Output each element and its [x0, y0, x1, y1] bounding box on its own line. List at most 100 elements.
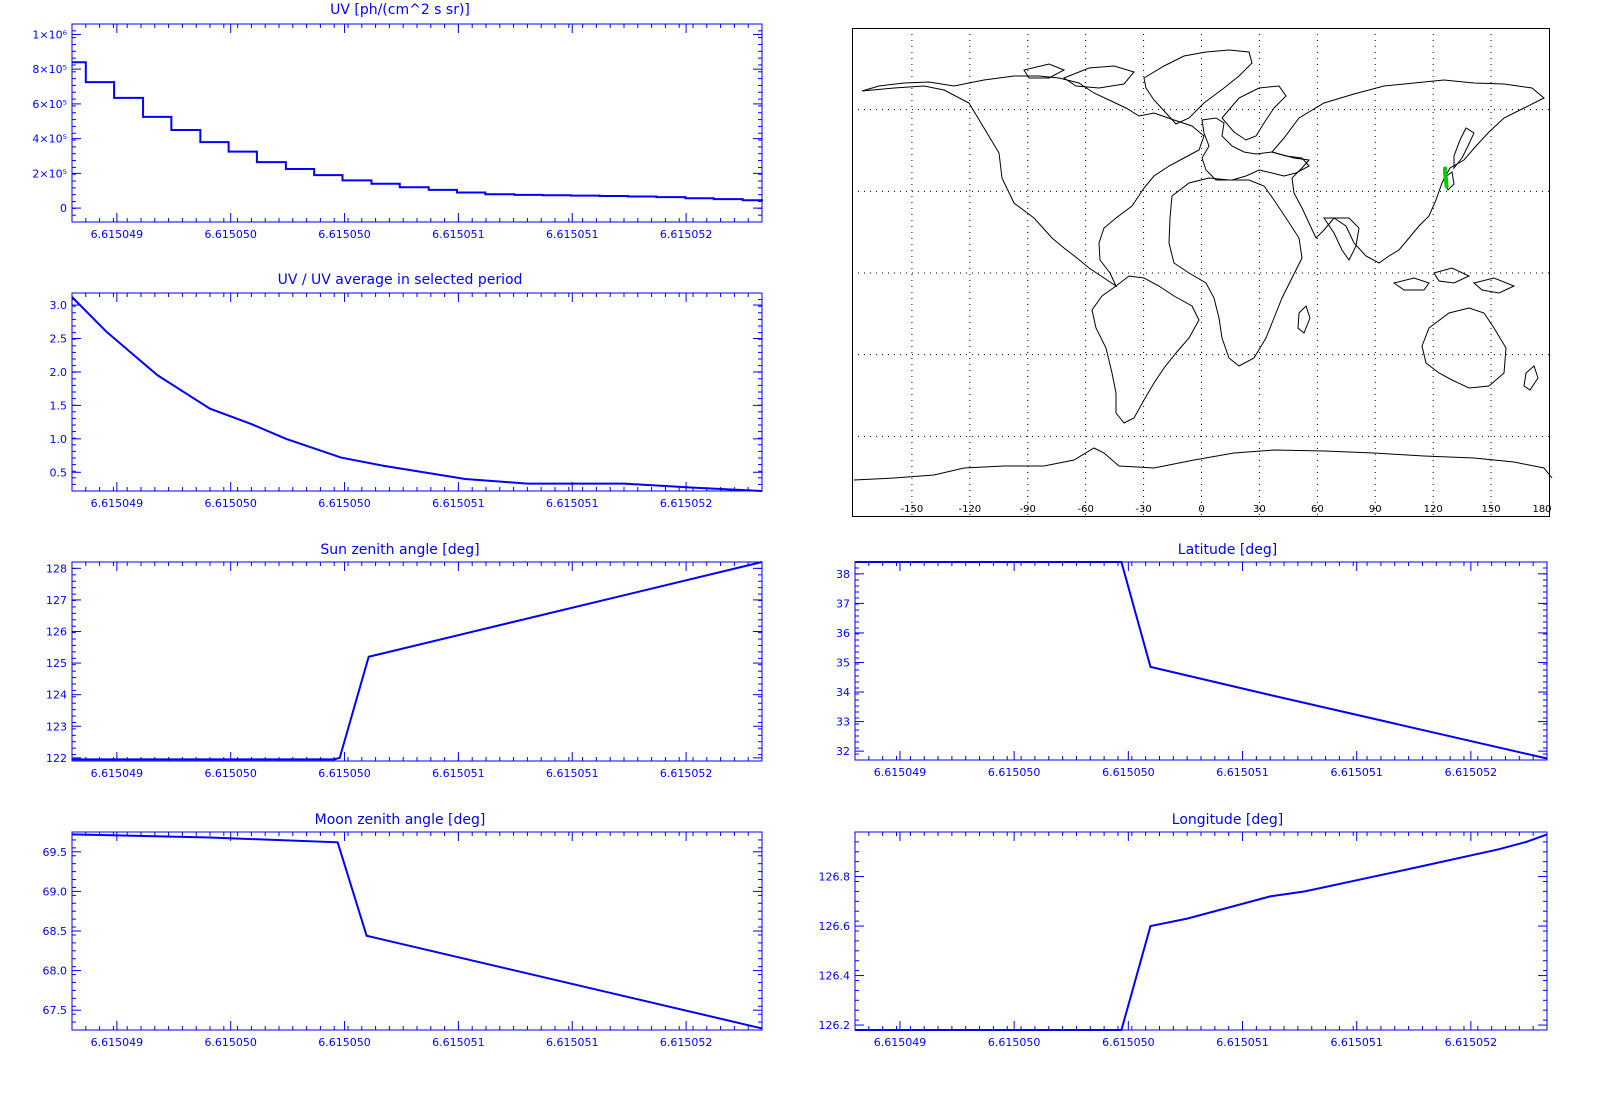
y-tick-label: 1×10⁶	[32, 28, 67, 41]
y-tick-label: 6×10⁵	[32, 98, 67, 111]
sun-zenith-chart-title: Sun zenith angle [deg]	[320, 542, 480, 558]
map-x-label: -90	[1020, 504, 1036, 515]
y-tick-label: 125	[46, 657, 67, 670]
uv-ratio-chart: UV / UV average in selected period 6.615…	[0, 270, 800, 540]
x-tick-label: 6.615050	[318, 228, 371, 241]
x-tick-label: 6.615049	[874, 1036, 927, 1049]
series-line	[855, 561, 1548, 760]
x-tick-label: 6.615050	[988, 1036, 1041, 1049]
uv-chart-title: UV [ph/(cm^2 s sr)]	[330, 2, 470, 18]
y-tick-label: 3.0	[50, 299, 68, 312]
x-tick-label: 6.615051	[546, 228, 599, 241]
y-tick-label: 0.5	[50, 466, 68, 479]
x-tick-label: 6.615051	[546, 1036, 599, 1049]
minor-ticks	[72, 562, 762, 761]
y-tick-label: 2.0	[50, 366, 68, 379]
y-tick-label: 1.5	[50, 399, 68, 412]
map-x-label: 180	[1532, 504, 1551, 515]
x-tick-label: 6.615052	[1445, 766, 1498, 779]
moon-zenith-chart-plot: 6.615049 6.615050 6.615050 6.615051 6.615051…	[43, 831, 763, 1049]
longitude-chart: Longitude [deg] 6.615049 6.615050 6.615050…	[785, 810, 1600, 1080]
x-tick-label: 6.615051	[432, 497, 485, 510]
plot-frame	[71, 831, 763, 1031]
continent-outlines	[853, 49, 1553, 481]
uv-ratio-chart-title: UV / UV average in selected period	[277, 272, 523, 288]
map-x-label: -150	[901, 504, 924, 515]
x-tick-label: 6.615050	[318, 1036, 371, 1049]
world-map: -150 -120 -90 -60 -30 0 30 60 90 120 150 180	[852, 28, 1553, 518]
y-tick-label: 127	[46, 594, 67, 607]
y-tick-label: 32	[836, 745, 850, 758]
x-tick-label: 6.615050	[318, 767, 371, 780]
plot-frame	[71, 561, 763, 762]
sun-zenith-chart-plot: 6.615049 6.615050 6.615050 6.615051 6.615051…	[46, 561, 763, 780]
map-x-label: 120	[1424, 504, 1443, 515]
series-line	[855, 833, 1548, 1031]
x-tick-label: 6.615050	[204, 497, 257, 510]
series-line	[71, 296, 763, 492]
y-tick-label: 35	[836, 656, 850, 669]
map-x-label: -120	[958, 504, 981, 515]
y-tick-label: 122	[46, 752, 67, 765]
map-x-label: 30	[1253, 504, 1266, 515]
x-tick-label: 6.615051	[432, 767, 485, 780]
x-tick-label: 6.615051	[1216, 766, 1269, 779]
x-tick-label: 6.615049	[91, 228, 144, 241]
minor-ticks	[72, 293, 762, 491]
x-tick-label: 6.615050	[1102, 766, 1155, 779]
x-tick-label: 6.615050	[988, 766, 1041, 779]
x-tick-label: 6.615052	[1445, 1036, 1498, 1049]
x-tick-label: 6.615050	[318, 497, 371, 510]
x-tick-label: 6.615051	[432, 1036, 485, 1049]
y-tick-label: 2.5	[50, 332, 68, 345]
map-x-label: 150	[1482, 504, 1501, 515]
y-tick-label: 68.0	[43, 965, 68, 978]
x-tick-label: 6.615051	[432, 228, 485, 241]
y-tick-label: 38	[836, 568, 850, 581]
x-tick-label: 6.615049	[91, 497, 144, 510]
y-tick-label: 1.0	[50, 433, 68, 446]
x-tick-label: 6.615052	[660, 767, 713, 780]
y-tick-label: 68.5	[43, 925, 68, 938]
x-tick-label: 6.615050	[204, 767, 257, 780]
y-tick-label: 2×10⁵	[32, 167, 67, 180]
minor-ticks	[72, 832, 762, 1030]
uv-ratio-chart-plot: 6.615049 6.615050 6.615050 6.615051 6.615051…	[50, 292, 763, 510]
satellite-track-marker	[1443, 166, 1449, 189]
x-tick-label: 6.615052	[660, 1036, 713, 1049]
moon-zenith-chart-title: Moon zenith angle [deg]	[314, 812, 486, 828]
minor-ticks	[855, 562, 1547, 760]
y-tick-label: 126	[46, 625, 67, 638]
map-x-label: -30	[1135, 504, 1151, 515]
y-tick-label: 69.0	[43, 885, 68, 898]
track-line	[1443, 166, 1449, 189]
x-tick-label: 6.615051	[1330, 1036, 1383, 1049]
latitude-chart-title: Latitude [deg]	[1177, 542, 1278, 558]
x-tick-label: 6.615051	[546, 497, 599, 510]
x-tick-label: 6.615049	[874, 766, 927, 779]
plot-frame	[71, 23, 763, 223]
map-x-label: 90	[1369, 504, 1382, 515]
x-tick-label: 6.615050	[204, 1036, 257, 1049]
minor-ticks	[72, 24, 762, 222]
y-tick-label: 126.6	[819, 920, 851, 933]
x-tick-label: 6.615049	[91, 1036, 144, 1049]
latitude-chart: Latitude [deg] 6.615049 6.615050 6.615050 6…	[785, 540, 1600, 810]
y-tick-label: 34	[836, 686, 850, 699]
y-tick-label: 69.5	[43, 846, 68, 859]
series-line	[72, 561, 763, 761]
x-tick-label: 6.615049	[91, 767, 144, 780]
y-tick-label: 0	[60, 202, 67, 215]
uv-chart: UV [ph/(cm^2 s sr)] 6.615049 6.615050 6.61…	[0, 0, 800, 270]
world-map-plot: -150 -120 -90 -60 -30 0 30 60 90 120 150 180	[852, 28, 1553, 518]
plot-frame	[71, 292, 763, 492]
x-tick-label: 6.615051	[1330, 766, 1383, 779]
y-tick-label: 8×10⁵	[32, 63, 67, 76]
x-tick-label: 6.615052	[660, 497, 713, 510]
x-tick-label: 6.615050	[204, 228, 257, 241]
map-x-label: -60	[1077, 504, 1093, 515]
series-line	[72, 61, 763, 202]
x-tick-label: 6.615051	[1216, 1036, 1269, 1049]
moon-zenith-chart: Moon zenith angle [deg] 6.615049 6.615050…	[0, 810, 800, 1080]
y-tick-label: 128	[46, 562, 67, 575]
